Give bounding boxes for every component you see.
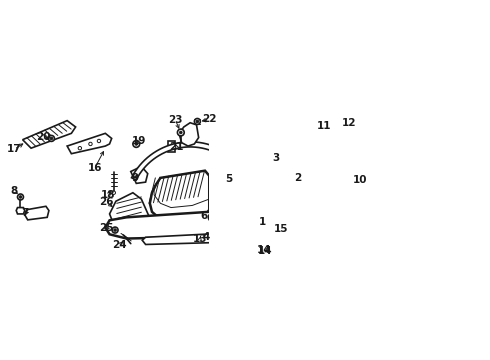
Circle shape — [211, 215, 215, 220]
Circle shape — [49, 135, 54, 141]
FancyBboxPatch shape — [250, 247, 280, 255]
Polygon shape — [110, 193, 150, 231]
Polygon shape — [132, 142, 249, 180]
Polygon shape — [150, 171, 209, 221]
Circle shape — [354, 179, 358, 183]
Text: 14: 14 — [258, 246, 272, 256]
Text: 2: 2 — [294, 173, 301, 183]
Text: 1: 1 — [259, 217, 266, 228]
Circle shape — [18, 194, 24, 200]
Polygon shape — [16, 208, 24, 214]
Circle shape — [255, 215, 257, 217]
Text: 11: 11 — [317, 121, 331, 131]
Polygon shape — [24, 206, 49, 220]
Polygon shape — [275, 157, 285, 167]
Text: 26: 26 — [99, 197, 114, 207]
Circle shape — [228, 180, 235, 187]
Polygon shape — [105, 212, 254, 239]
Text: 8: 8 — [10, 186, 18, 195]
Circle shape — [346, 122, 352, 128]
Circle shape — [352, 177, 360, 185]
Text: 10: 10 — [353, 175, 367, 185]
Text: 23: 23 — [168, 115, 183, 125]
Circle shape — [323, 125, 328, 130]
Circle shape — [133, 140, 140, 147]
Text: 16: 16 — [87, 163, 102, 173]
Polygon shape — [168, 141, 175, 152]
Polygon shape — [245, 227, 264, 239]
Text: 15: 15 — [274, 224, 289, 234]
Text: 20: 20 — [37, 132, 51, 142]
Text: 7: 7 — [21, 208, 28, 218]
Text: 18: 18 — [101, 190, 116, 200]
Text: 4: 4 — [202, 232, 210, 242]
Circle shape — [195, 118, 200, 125]
Text: 21: 21 — [170, 142, 184, 152]
Text: 25: 25 — [99, 222, 114, 233]
Circle shape — [177, 129, 184, 136]
Circle shape — [208, 213, 217, 221]
Polygon shape — [23, 121, 75, 148]
Circle shape — [112, 191, 116, 194]
Circle shape — [196, 120, 198, 123]
Circle shape — [114, 229, 116, 231]
Text: 9: 9 — [131, 173, 139, 183]
Polygon shape — [179, 123, 198, 146]
Polygon shape — [295, 177, 307, 189]
Text: 24: 24 — [112, 240, 126, 250]
Circle shape — [179, 131, 182, 134]
Polygon shape — [67, 133, 112, 154]
Text: 3: 3 — [272, 153, 280, 163]
Text: 6: 6 — [200, 211, 208, 221]
Polygon shape — [131, 166, 147, 183]
Text: 13: 13 — [193, 234, 207, 244]
Text: 14: 14 — [257, 245, 271, 255]
Circle shape — [348, 123, 350, 126]
Circle shape — [50, 137, 53, 140]
Text: 17: 17 — [7, 144, 22, 154]
Polygon shape — [212, 222, 223, 239]
Text: 19: 19 — [132, 136, 147, 146]
Polygon shape — [142, 232, 255, 244]
Text: 5: 5 — [225, 174, 232, 184]
Circle shape — [135, 143, 138, 145]
Circle shape — [78, 147, 81, 150]
Circle shape — [89, 142, 92, 146]
Circle shape — [97, 139, 100, 143]
Circle shape — [112, 227, 118, 233]
Text: 12: 12 — [342, 118, 356, 128]
Circle shape — [254, 222, 258, 227]
Circle shape — [19, 196, 22, 198]
Text: 22: 22 — [202, 114, 217, 124]
